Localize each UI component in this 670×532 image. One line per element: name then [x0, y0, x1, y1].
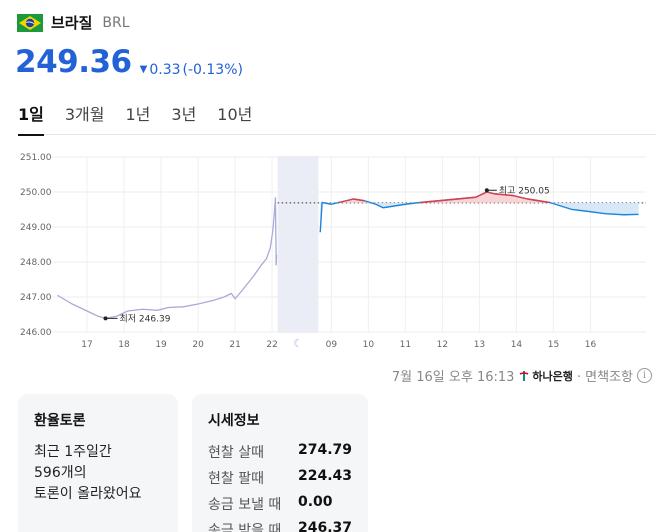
chart-svg[interactable]: 251.00 250.00 249.00 248.00 247.00 246.00 17 18…: [0, 140, 670, 362]
exchange-rate-chart[interactable]: 251.00 250.00 249.00 248.00 247.00 246.00 17 18…: [0, 140, 670, 362]
low-point-label: 최저 246.39: [120, 313, 171, 324]
x-tick-label: 20: [192, 340, 204, 350]
tab-3y[interactable]: 3년: [171, 105, 197, 124]
x-tick-label: 13: [474, 340, 485, 350]
rate-value-receive: 246.37: [298, 520, 353, 532]
x-tick-label: 12: [437, 340, 448, 350]
disclaimer-link[interactable]: · 면책조항: [576, 370, 633, 385]
y-tick-label: 250.00: [20, 188, 52, 198]
forum-card[interactable]: 환율토론 최근 1주일간 596개의 토론이 올라왔어요: [18, 394, 178, 532]
series-segment-up: [538, 200, 550, 204]
currency-header: 브라질 BRL: [17, 12, 130, 33]
series-area-down: [320, 202, 639, 233]
price-row: 249.36 ▼ 0.33 (-0.13%): [15, 44, 243, 80]
y-tick-label: 246.00: [20, 328, 52, 338]
tab-3m[interactable]: 3개월: [64, 105, 105, 124]
rates-card: 시세정보 현찰 살때 274.79 현찰 팔때 224.43 송금 보낼 때 0…: [192, 394, 368, 532]
rates-title: 시세정보: [208, 413, 260, 429]
x-tick-label: 21: [229, 340, 240, 350]
bank-name: 하나은행: [532, 369, 573, 383]
tab-10y[interactable]: 10년: [217, 105, 253, 124]
x-tick-label: 11: [400, 340, 411, 350]
forum-line-1: 최근 1주일간: [34, 444, 112, 460]
bank-credit: 하나은행: [518, 368, 573, 384]
x-tick-label: 22: [266, 340, 277, 350]
rate-value-cash-sell: 224.43: [298, 468, 353, 484]
rate-label-send: 송금 보낼 때: [208, 497, 282, 513]
down-triangle-icon: ▼: [139, 64, 148, 75]
moon-icon: ☾: [293, 337, 303, 350]
series-line-previous: [57, 197, 278, 320]
change-amount: 0.33: [149, 61, 181, 78]
x-tick-label: 16: [585, 340, 597, 350]
series-segment-up: [486, 191, 495, 195]
x-tick-label: 14: [511, 340, 523, 350]
rate-label-cash-sell: 현찰 팔때: [208, 471, 264, 487]
y-tick-label: 249.00: [20, 223, 52, 233]
x-tick-label: 19: [155, 340, 167, 350]
rate-label-receive: 송금 받을 때: [208, 523, 282, 532]
series-segment-up: [438, 198, 458, 202]
change-percent: (-0.13%): [182, 61, 243, 78]
series-segment-up: [345, 198, 354, 202]
tab-1y[interactable]: 1년: [125, 105, 151, 124]
period-tabs: 1일 3개월 1년 3년 10년: [18, 101, 656, 136]
y-tick-label: 251.00: [20, 153, 52, 163]
brazil-flag-icon: [17, 13, 43, 32]
series-segment-up: [527, 198, 539, 202]
info-icon[interactable]: i: [637, 368, 652, 383]
series-area-up: [320, 192, 639, 203]
current-price: 249.36: [15, 44, 132, 80]
tab-1d[interactable]: 1일: [18, 101, 44, 136]
x-tick-label: 10: [363, 340, 375, 350]
timestamp: 7월 16일 오후 16:13: [391, 370, 515, 385]
chart-footer: 7월 16일 오후 16:13 하나은행 · 면책조항 i: [392, 366, 652, 385]
night-period-band: [277, 156, 319, 333]
series-segment-up: [420, 200, 439, 204]
currency-name: 브라질: [51, 14, 93, 32]
rate-value-cash-buy: 274.79: [298, 442, 353, 458]
series-segment-up: [475, 191, 488, 198]
y-tick-label: 248.00: [20, 258, 52, 268]
forum-title: 환율토론: [34, 413, 86, 429]
x-tick-label: 09: [326, 340, 338, 350]
y-tick-label: 247.00: [20, 293, 52, 303]
rates-grid: 현찰 살때 274.79 현찰 팔때 224.43 송금 보낼 때 0.00 송…: [208, 442, 352, 532]
forum-line-3: 토론이 올라왔어요: [34, 486, 142, 502]
forum-line-2: 596개의: [34, 465, 87, 481]
hana-bank-logo-icon: [520, 370, 529, 381]
rate-value-send: 0.00: [298, 494, 333, 510]
series-segment-up: [457, 196, 476, 200]
x-tick-label: 18: [118, 340, 130, 350]
series-segment-up: [494, 193, 513, 197]
series-segment-up: [338, 200, 347, 204]
price-change: ▼ 0.33 (-0.13%): [140, 62, 243, 78]
high-point-label: 최고 250.05: [499, 185, 550, 196]
currency-code: BRL: [102, 14, 130, 31]
x-tick-label: 17: [81, 340, 92, 350]
series-segment-up: [512, 194, 528, 200]
rate-label-cash-buy: 현찰 살때: [208, 445, 264, 461]
series-segment-up: [353, 198, 365, 202]
x-tick-label: 15: [548, 340, 559, 350]
